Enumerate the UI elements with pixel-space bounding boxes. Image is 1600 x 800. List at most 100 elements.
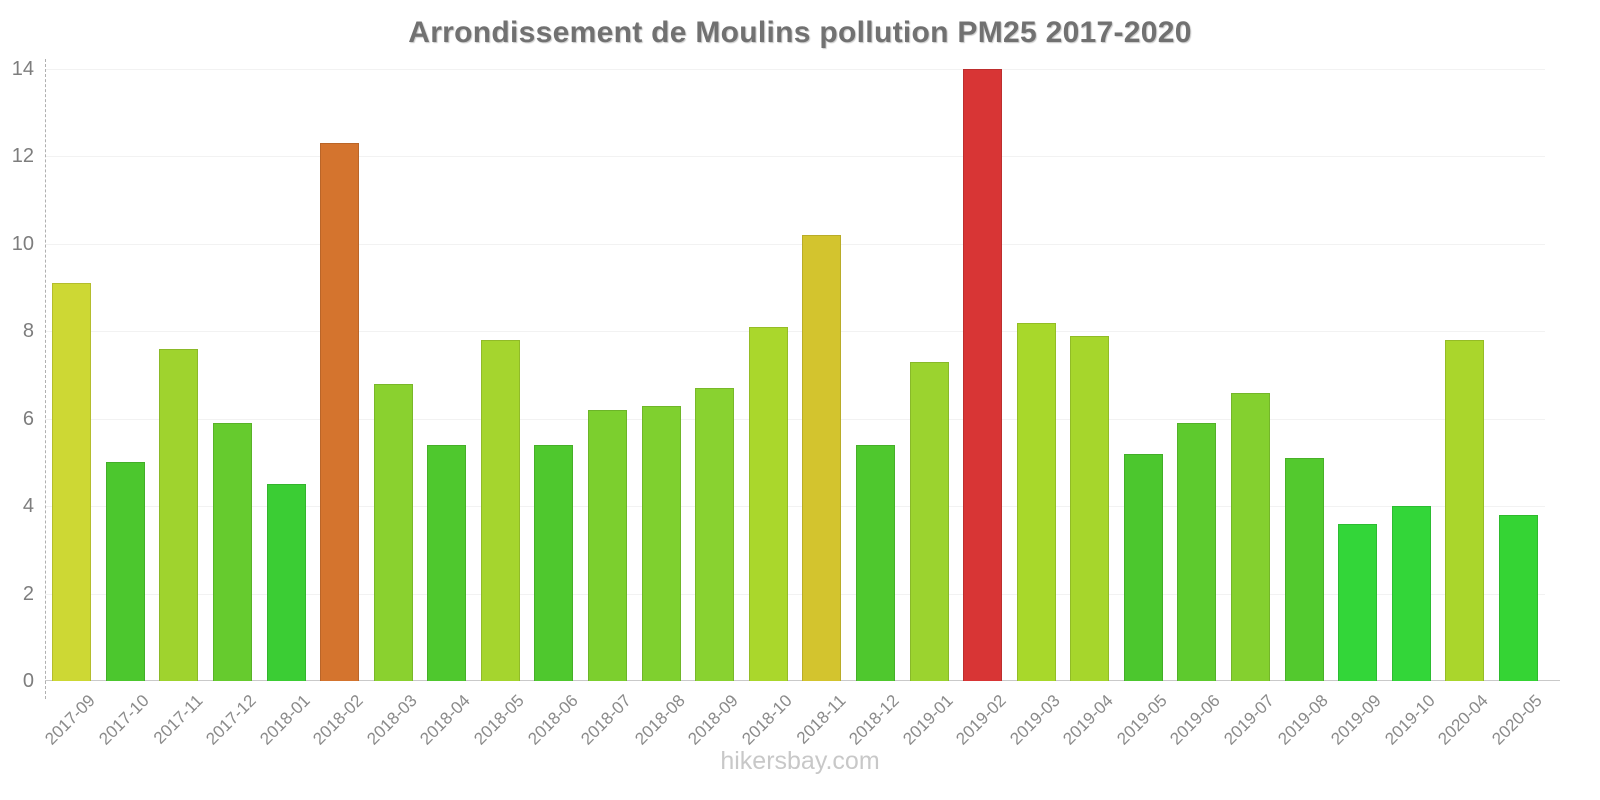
bar-series [45, 69, 1545, 681]
x-axis-tick-label: 2019-10 [1380, 691, 1439, 749]
x-axis-tick-label: 2017-09 [41, 691, 100, 749]
x-axis-tick-label: 2020-04 [1434, 691, 1493, 749]
x-axis-tick-label: 2019-05 [1113, 691, 1171, 749]
x-axis-tick-label: 2018-02 [309, 691, 368, 749]
bar-slot [742, 69, 796, 681]
gridline [45, 69, 1545, 70]
bar-slot [1438, 69, 1492, 681]
x-axis-tick-label: 2019-06 [1166, 691, 1225, 749]
bar-2018-07 [588, 409, 628, 681]
bar-2017-12 [213, 423, 253, 681]
x-axis-tick-label: 2019-01 [898, 691, 957, 749]
gridline [45, 156, 1545, 158]
bar-slot [581, 69, 635, 681]
bar-slot [366, 69, 420, 681]
bar-2018-06 [534, 444, 574, 681]
bar-2019-01 [909, 361, 949, 681]
bar-slot [206, 69, 260, 681]
bar-2019-08 [1284, 458, 1324, 681]
gridline [45, 331, 1545, 333]
x-axis-tick-label: 2018-09 [684, 691, 743, 749]
bar-slot [99, 69, 153, 681]
gridline [45, 593, 1545, 595]
x-axis-tick-label: 2018-06 [523, 691, 582, 749]
bar-2018-05 [480, 340, 520, 681]
y-axis-tick-label: 8 [22, 320, 34, 343]
x-axis-tick-label: 2017-11 [149, 691, 207, 748]
bar-slot [259, 69, 313, 681]
bar-2017-11 [159, 348, 199, 681]
gridline [45, 243, 1545, 245]
bar-2017-09 [52, 283, 92, 681]
bar-slot [1117, 69, 1171, 681]
bar-2019-04 [1070, 335, 1110, 681]
bar-2018-09 [695, 388, 735, 681]
bar-slot [527, 69, 581, 681]
bar-2018-01 [266, 484, 306, 681]
bar-slot [1009, 69, 1063, 681]
gridline [45, 506, 1545, 508]
bar-2019-07 [1231, 392, 1270, 681]
x-axis-tick-label: 2018-03 [363, 691, 421, 749]
bar-slot [313, 69, 367, 681]
bar-slot [1331, 69, 1385, 681]
x-axis-tick-label: 2019-08 [1273, 691, 1332, 749]
y-axis-tick-label: 0 [22, 670, 34, 692]
bar-slot [420, 69, 474, 681]
bar-2017-10 [105, 462, 145, 681]
y-axis-tick-label: 6 [22, 407, 34, 430]
x-axis-tick-label: 2018-04 [416, 691, 475, 749]
bar-2019-05 [1123, 453, 1163, 681]
bar-2020-04 [1445, 340, 1485, 681]
bar-slot [1170, 69, 1224, 681]
bar-slot [688, 69, 742, 681]
bar-2019-02 [963, 69, 1003, 681]
bar-2018-11 [802, 235, 842, 681]
x-axis-tick-label: 2017-10 [95, 691, 153, 749]
gridline [45, 418, 1545, 420]
x-axis-tick-label: 2019-04 [1059, 691, 1118, 749]
bar-2018-08 [641, 405, 681, 681]
x-axis-tick-label: 2019-09 [1327, 691, 1385, 749]
bar-slot [1224, 69, 1278, 681]
watermark: hikersbay.com [720, 747, 880, 775]
bar-slot [795, 69, 849, 681]
x-axis-tick-label: 2019-03 [1005, 691, 1064, 749]
bar-slot [634, 69, 688, 681]
y-axis-tick-label: 14 [11, 58, 34, 80]
y-axis-tick-label: 10 [11, 232, 34, 255]
bar-slot [956, 69, 1010, 681]
bar-slot [1384, 69, 1438, 681]
x-axis-tick-label: 2018-12 [845, 691, 903, 749]
x-axis-tick-label: 2017-12 [202, 691, 260, 749]
x-axis-tick-label: 2018-01 [255, 691, 314, 749]
y-axis-tick-label: 12 [11, 145, 34, 168]
y-axis-tick-label: 2 [22, 582, 34, 605]
bar-2018-12 [855, 444, 895, 681]
bar-2019-03 [1016, 322, 1056, 681]
bar-2018-03 [373, 383, 413, 681]
bar-2019-09 [1338, 523, 1378, 681]
x-axis-tick-label: 2018-11 [792, 691, 850, 748]
x-axis-tick-label: 2019-07 [1220, 691, 1278, 749]
plot-area [45, 59, 1560, 699]
bar-2019-06 [1177, 423, 1217, 681]
bar-slot [1277, 69, 1331, 681]
bar-slot [45, 69, 99, 681]
x-axis-tick-label: 2018-05 [470, 691, 528, 749]
bar-2019-10 [1391, 506, 1431, 681]
bar-slot [1063, 69, 1117, 681]
x-axis-tick-label: 2020-05 [1488, 691, 1546, 749]
x-axis-tick-label: 2018-07 [577, 691, 635, 749]
y-axis: 0 2 4 6 8 10 12 14 [0, 58, 38, 692]
bar-2020-05 [1498, 514, 1538, 681]
chart-title: Arrondissement de Moulins pollution PM25… [408, 16, 1192, 49]
bar-slot [474, 69, 528, 681]
bar-slot [902, 69, 956, 681]
bar-slot [1492, 69, 1546, 681]
y-axis-tick-label: 4 [22, 495, 34, 518]
bar-2018-04 [427, 444, 467, 681]
bar-slot [849, 69, 903, 681]
bar-2018-02 [320, 143, 360, 681]
